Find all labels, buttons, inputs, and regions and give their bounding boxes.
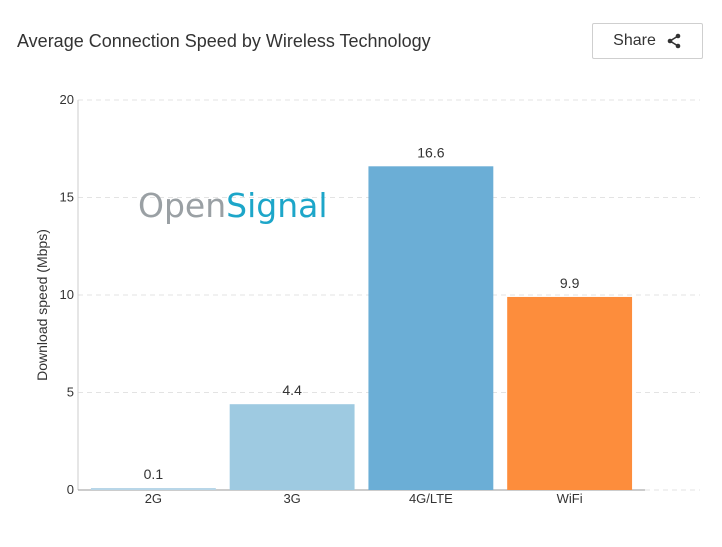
x-tick-label: 3G	[283, 491, 300, 506]
bar-wifi[interactable]	[507, 296, 633, 490]
svg-text:OpenSignal: OpenSignal	[138, 186, 328, 225]
x-tick-label: 2G	[145, 491, 162, 506]
bar-4g-lte[interactable]	[368, 166, 494, 491]
data-label: 4.4	[282, 382, 302, 398]
y-tick-label: 10	[60, 287, 74, 302]
opensignal-logo: OpenSignal	[138, 186, 328, 225]
x-tick-label: WiFi	[557, 491, 583, 506]
share-button[interactable]: Share	[592, 23, 703, 59]
data-labels: 0.1 4.4 16.6 9.9	[144, 144, 580, 482]
chart-title: Average Connection Speed by Wireless Tec…	[17, 31, 431, 51]
y-axis-title: Download speed (Mbps)	[34, 229, 50, 381]
y-tick-label: 0	[67, 482, 74, 497]
data-label: 0.1	[144, 466, 164, 482]
x-tick-label: 4G/LTE	[409, 491, 453, 506]
share-icon	[666, 33, 682, 49]
axes: 0 5 10 15 20 Download speed (Mbps) 2G 3G 4G/LTE W…	[34, 92, 645, 506]
y-tick-label: 15	[60, 190, 74, 205]
y-tick-label: 20	[60, 92, 74, 107]
bar-2g[interactable]	[90, 488, 216, 490]
data-label: 9.9	[560, 275, 580, 291]
logo-signal-text: Signal	[226, 186, 327, 225]
bars	[90, 166, 633, 491]
y-tick-label: 5	[67, 385, 74, 400]
data-label: 16.6	[417, 144, 444, 160]
share-label: Share	[613, 32, 656, 49]
logo-open-text: Open	[138, 186, 226, 225]
bar-3g[interactable]	[229, 404, 355, 490]
